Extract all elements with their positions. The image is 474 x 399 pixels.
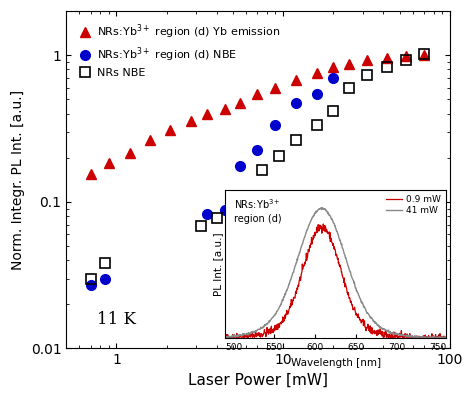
NRs:Yb$^{3+}$ region (d) NBE: [293, 100, 299, 105]
Line: NRs:Yb$^{3+}$ region (d) Yb emission: NRs:Yb$^{3+}$ region (d) Yb emission: [86, 50, 429, 179]
NRs:Yb$^{3+}$ region (d) NBE: [273, 122, 278, 127]
NRs NBE: [102, 261, 108, 266]
NRs:Yb$^{3+}$ region (d) NBE: [88, 283, 93, 288]
X-axis label: Laser Power [mW]: Laser Power [mW]: [188, 373, 328, 388]
NRs:Yb$^{3+}$ region (d) Yb emission: [293, 78, 299, 83]
NRs:Yb$^{3+}$ region (d) NBE: [204, 212, 210, 217]
NRs:Yb$^{3+}$ region (d) Yb emission: [384, 55, 390, 60]
NRs NBE: [259, 168, 265, 172]
NRs:Yb$^{3+}$ region (d) NBE: [255, 148, 260, 153]
NRs NBE: [365, 73, 370, 78]
NRs:Yb$^{3+}$ region (d) Yb emission: [255, 91, 260, 96]
NRs:Yb$^{3+}$ region (d) Yb emission: [106, 160, 112, 165]
NRs NBE: [314, 122, 320, 127]
Text: 11 K: 11 K: [97, 311, 136, 328]
NRs NBE: [403, 57, 409, 62]
NRs:Yb$^{3+}$ region (d) Yb emission: [222, 107, 228, 111]
NRs:Yb$^{3+}$ region (d) NBE: [237, 164, 243, 169]
NRs:Yb$^{3+}$ region (d) Yb emission: [403, 53, 409, 58]
NRs:Yb$^{3+}$ region (d) Yb emission: [273, 85, 278, 90]
NRs:Yb$^{3+}$ region (d) Yb emission: [188, 119, 194, 124]
NRs:Yb$^{3+}$ region (d) NBE: [330, 75, 336, 80]
Line: NRs NBE: NRs NBE: [86, 49, 429, 283]
NRs NBE: [241, 196, 246, 201]
NRs:Yb$^{3+}$ region (d) Yb emission: [365, 58, 370, 63]
NRs:Yb$^{3+}$ region (d) Yb emission: [314, 71, 320, 75]
NRs NBE: [384, 64, 390, 69]
NRs:Yb$^{3+}$ region (d) Yb emission: [421, 52, 427, 57]
NRs:Yb$^{3+}$ region (d) Yb emission: [167, 127, 173, 132]
Line: NRs:Yb$^{3+}$ region (d) NBE: NRs:Yb$^{3+}$ region (d) NBE: [86, 73, 338, 290]
NRs NBE: [276, 154, 282, 158]
Y-axis label: Norm. Integr. PL Int. [a.u.]: Norm. Integr. PL Int. [a.u.]: [11, 90, 25, 270]
NRs:Yb$^{3+}$ region (d) Yb emission: [237, 101, 243, 106]
NRs:Yb$^{3+}$ region (d) Yb emission: [330, 65, 336, 70]
NRs:Yb$^{3+}$ region (d) Yb emission: [204, 112, 210, 117]
NRs:Yb$^{3+}$ region (d) Yb emission: [127, 151, 132, 156]
NRs NBE: [198, 224, 203, 229]
NRs NBE: [214, 215, 219, 220]
NRs:Yb$^{3+}$ region (d) NBE: [314, 91, 320, 96]
NRs NBE: [421, 51, 427, 56]
NRs:Yb$^{3+}$ region (d) Yb emission: [346, 61, 352, 66]
NRs:Yb$^{3+}$ region (d) NBE: [222, 207, 228, 212]
NRs:Yb$^{3+}$ region (d) Yb emission: [147, 137, 153, 142]
NRs NBE: [330, 109, 336, 114]
NRs NBE: [346, 85, 352, 90]
NRs NBE: [230, 207, 236, 212]
NRs:Yb$^{3+}$ region (d) NBE: [102, 276, 108, 281]
NRs NBE: [88, 276, 93, 281]
Legend: NRs:Yb$^{3+}$ region (d) Yb emission, NRs:Yb$^{3+}$ region (d) NBE, NRs NBE: NRs:Yb$^{3+}$ region (d) Yb emission, NR…: [76, 20, 283, 81]
NRs:Yb$^{3+}$ region (d) Yb emission: [88, 172, 93, 176]
NRs NBE: [293, 137, 299, 142]
